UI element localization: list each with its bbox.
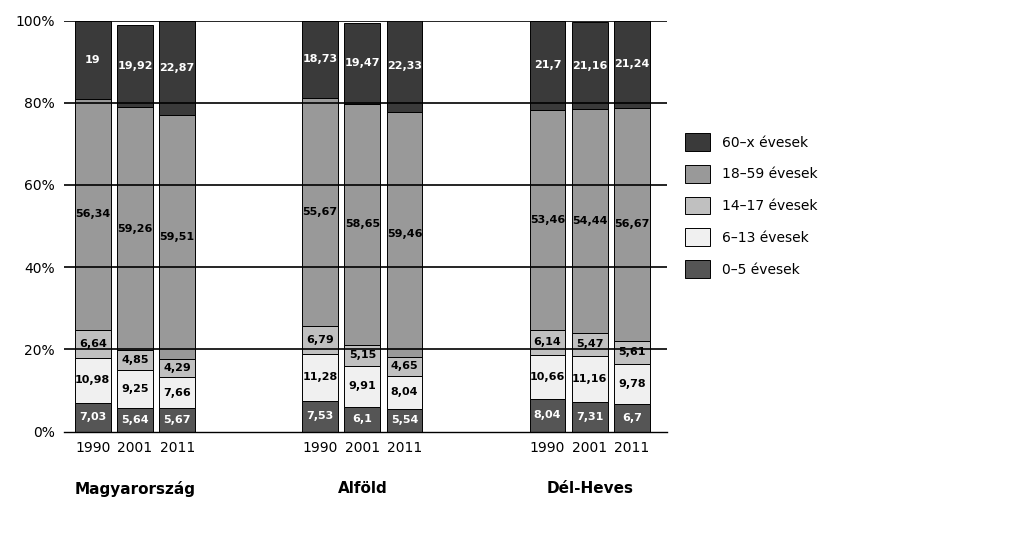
Text: Dél-Heves: Dél-Heves: [546, 481, 633, 496]
Bar: [75, 402, 111, 432]
Bar: [75, 358, 111, 402]
Text: 6,1: 6,1: [352, 414, 373, 424]
Bar: [75, 330, 111, 358]
Text: 6,64: 6,64: [79, 339, 106, 349]
Text: 11,28: 11,28: [302, 372, 338, 382]
Bar: [529, 355, 565, 399]
Text: 7,03: 7,03: [79, 412, 106, 422]
Bar: [344, 23, 380, 103]
Text: 56,34: 56,34: [75, 210, 111, 220]
Bar: [529, 21, 565, 110]
Bar: [529, 399, 565, 432]
Text: 7,53: 7,53: [306, 411, 334, 421]
Text: 7,31: 7,31: [575, 411, 603, 421]
Text: 55,67: 55,67: [302, 207, 338, 217]
Bar: [614, 21, 650, 108]
Bar: [614, 404, 650, 432]
Text: 9,78: 9,78: [618, 379, 646, 389]
Bar: [387, 112, 423, 357]
Text: 5,47: 5,47: [575, 339, 603, 349]
Bar: [344, 366, 380, 406]
Bar: [117, 25, 153, 107]
Text: 4,29: 4,29: [164, 363, 191, 373]
Bar: [160, 359, 196, 377]
Bar: [160, 377, 196, 408]
Bar: [571, 401, 607, 432]
Bar: [160, 115, 196, 359]
Bar: [571, 333, 607, 356]
Bar: [614, 108, 650, 341]
Text: 54,44: 54,44: [572, 216, 607, 226]
Bar: [387, 409, 423, 432]
Bar: [302, 97, 338, 326]
Text: 8,04: 8,04: [391, 387, 419, 397]
Text: 58,65: 58,65: [345, 219, 380, 229]
Text: 5,61: 5,61: [618, 347, 645, 357]
Text: 59,46: 59,46: [387, 229, 422, 239]
Bar: [302, 354, 338, 401]
Text: 7,66: 7,66: [164, 387, 191, 397]
Bar: [387, 376, 423, 409]
Bar: [160, 21, 196, 115]
Bar: [614, 364, 650, 404]
Bar: [302, 326, 338, 354]
Bar: [302, 21, 338, 97]
Bar: [614, 341, 650, 364]
Text: 4,65: 4,65: [391, 361, 419, 371]
Text: 9,25: 9,25: [121, 385, 148, 395]
Text: 56,67: 56,67: [614, 219, 649, 229]
Bar: [571, 356, 607, 401]
Bar: [344, 406, 380, 432]
Bar: [117, 409, 153, 432]
Bar: [387, 21, 423, 112]
Text: 11,16: 11,16: [572, 373, 607, 383]
Text: 21,7: 21,7: [534, 60, 561, 70]
Bar: [117, 371, 153, 409]
Text: 21,16: 21,16: [572, 61, 607, 71]
Bar: [529, 110, 565, 329]
Bar: [571, 22, 607, 110]
Text: 10,66: 10,66: [529, 372, 565, 382]
Text: 10,98: 10,98: [75, 375, 111, 385]
Text: 22,33: 22,33: [387, 61, 422, 72]
Bar: [344, 345, 380, 366]
Text: 6,7: 6,7: [622, 413, 642, 423]
Bar: [117, 107, 153, 350]
Text: Alföld: Alföld: [338, 481, 387, 496]
Bar: [302, 401, 338, 432]
Bar: [387, 357, 423, 376]
Text: 5,64: 5,64: [121, 415, 148, 425]
Bar: [571, 110, 607, 333]
Text: 4,85: 4,85: [121, 356, 148, 366]
Text: 5,67: 5,67: [164, 415, 191, 425]
Text: 19: 19: [85, 55, 100, 65]
Text: 5,15: 5,15: [349, 350, 376, 360]
Bar: [117, 350, 153, 371]
Bar: [75, 98, 111, 330]
Text: 53,46: 53,46: [529, 215, 565, 225]
Text: 6,14: 6,14: [534, 337, 561, 347]
Bar: [160, 408, 196, 432]
Bar: [344, 103, 380, 345]
Text: Magyarország: Magyarország: [75, 481, 196, 497]
Text: 6,79: 6,79: [306, 335, 334, 345]
Text: 59,26: 59,26: [118, 224, 153, 234]
Bar: [529, 329, 565, 355]
Text: 22,87: 22,87: [160, 63, 195, 73]
Text: 9,91: 9,91: [348, 381, 376, 391]
Text: 21,24: 21,24: [614, 59, 649, 69]
Text: 5,54: 5,54: [391, 415, 418, 425]
Legend: 60–x évesek, 18–59 évesek, 14–17 évesek, 6–13 évesek, 0–5 évesek: 60–x évesek, 18–59 évesek, 14–17 évesek,…: [680, 127, 822, 283]
Text: 19,47: 19,47: [345, 59, 380, 69]
Text: 19,92: 19,92: [118, 61, 153, 71]
Text: 18,73: 18,73: [302, 54, 338, 64]
Bar: [75, 21, 111, 98]
Text: 8,04: 8,04: [534, 410, 561, 420]
Text: 59,51: 59,51: [160, 232, 195, 242]
